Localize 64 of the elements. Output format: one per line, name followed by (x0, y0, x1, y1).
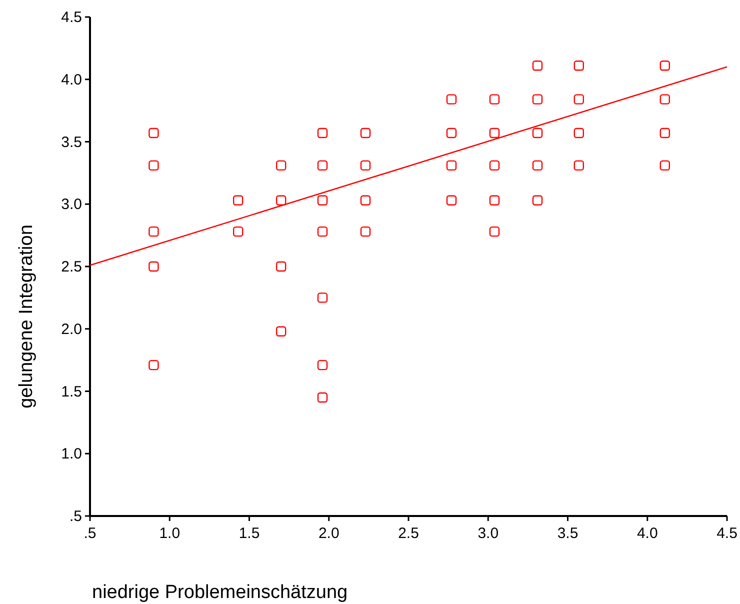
x-tick-label: 2.5 (398, 525, 419, 542)
point (532, 94, 543, 104)
point (574, 60, 584, 71)
point (233, 226, 244, 237)
point (148, 360, 159, 370)
point (276, 326, 286, 336)
point (660, 94, 670, 104)
point (360, 128, 371, 138)
point (276, 160, 286, 171)
point (317, 392, 328, 403)
x-tick-label: 4.0 (636, 525, 658, 542)
point (317, 360, 328, 370)
point (489, 160, 500, 171)
x-tick-label: 1.0 (159, 525, 180, 542)
point (574, 94, 584, 104)
point (276, 195, 286, 206)
point (532, 60, 543, 71)
point (148, 160, 159, 171)
point (489, 94, 500, 104)
point (317, 160, 328, 171)
y-axis-title: gelungene Integration (16, 224, 37, 408)
y-tick-label: 1.0 (61, 446, 82, 463)
x-tick-label: 2.0 (318, 525, 340, 542)
x-tick-label: 3.5 (557, 525, 578, 542)
point (574, 160, 584, 171)
y-tick-label: 2.5 (61, 258, 82, 276)
point (360, 195, 371, 206)
point (148, 261, 159, 272)
y-tick-label: 4.5 (61, 9, 82, 26)
y-tick-label: 2.0 (61, 320, 82, 338)
y-tick-label: 3.0 (61, 196, 82, 214)
point (317, 195, 328, 206)
point (660, 128, 670, 138)
point (489, 226, 500, 237)
point (148, 128, 159, 138)
point (360, 226, 371, 237)
x-tick-label: .5 (84, 525, 96, 542)
point (532, 160, 543, 171)
point (489, 195, 500, 206)
point (660, 160, 670, 171)
x-tick-label: 1.5 (238, 525, 260, 542)
point (532, 128, 543, 138)
point (233, 195, 244, 206)
point (360, 160, 371, 171)
y-tick-label: 1.5 (61, 383, 82, 400)
point (660, 60, 670, 71)
point (276, 261, 286, 272)
point (489, 128, 500, 138)
y-tick-label: 3.5 (61, 134, 82, 151)
x-axis-title: niedrige Problemeinschätzung (92, 582, 348, 603)
point (317, 128, 328, 138)
point (446, 160, 457, 171)
x-tick-label: 3.0 (478, 525, 499, 542)
point (148, 226, 159, 237)
point (317, 226, 328, 237)
point (446, 195, 457, 206)
point (574, 128, 584, 138)
point (317, 292, 328, 303)
point (446, 94, 457, 104)
y-tick-label: .5 (69, 508, 82, 525)
y-tick-label: 4.0 (61, 71, 82, 88)
x-tick-label: 4.5 (716, 525, 738, 542)
point (446, 128, 457, 138)
point (532, 195, 543, 206)
